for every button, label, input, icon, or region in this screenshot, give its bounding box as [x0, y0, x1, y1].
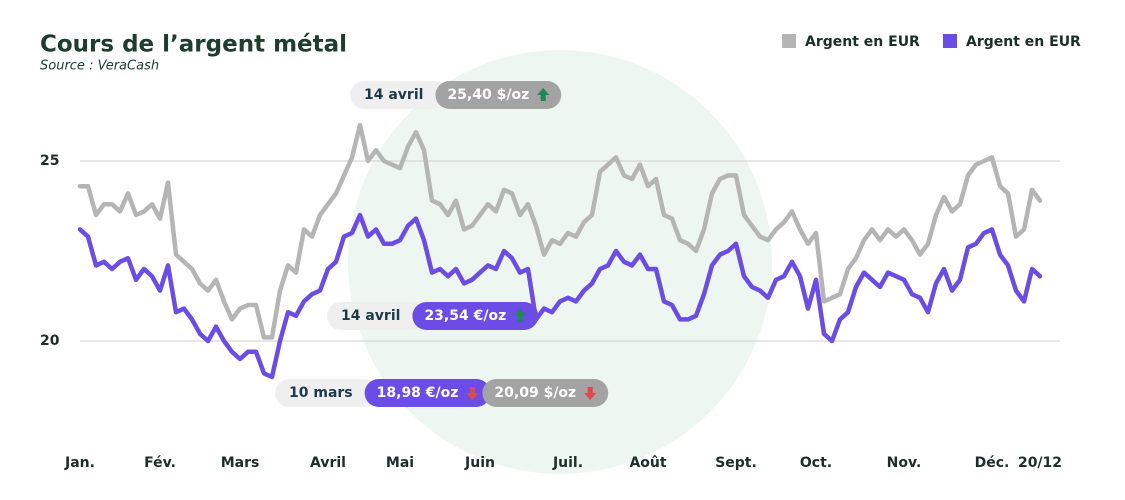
chart-title: Cours de l’argent métal [40, 32, 347, 58]
legend-swatch [943, 34, 957, 48]
y-tick-label: 20 [40, 333, 60, 349]
x-tick-label: Juil. [552, 455, 583, 471]
annotation-value: 20,09 $/oz [494, 385, 576, 401]
x-tick-label: Mai [386, 455, 414, 471]
watermark [348, 50, 772, 474]
annotation-date: 14 avril [341, 308, 400, 324]
annotation-date-pill [327, 302, 427, 330]
x-tick-label: Juin [464, 455, 495, 471]
x-tick-label: Oct. [800, 455, 832, 471]
x-tick-label: Sept. [715, 455, 757, 471]
legend-label: Argent en EUR [966, 34, 1081, 50]
x-tick-label: Août [629, 455, 666, 471]
line-series [77, 122, 1043, 340]
trend-arrow [584, 387, 597, 400]
legend-swatch [782, 34, 796, 48]
annotation-date-pill [350, 81, 450, 109]
annotation-value: 23,54 €/oz [424, 308, 506, 324]
x-tick-label: Avril [310, 455, 346, 471]
line-series [77, 212, 1043, 380]
annotation-value-pill [412, 302, 539, 330]
x-tick-label: Jan. [64, 455, 95, 471]
chart-subtitle: Source : VeraCash [40, 59, 159, 74]
x-tick-label: Fév. [144, 455, 176, 471]
annotation-date-pill [275, 379, 379, 407]
x-tick-label: Déc. [975, 455, 1010, 471]
annotation-value-pill [482, 379, 609, 407]
annotation-value-pill [435, 81, 562, 109]
x-tick-label: Nov. [887, 455, 922, 471]
annotation-value-pill [364, 379, 491, 407]
trend-arrow [514, 309, 527, 322]
annotation-date: 14 avril [364, 87, 423, 103]
legend-label: Argent en EUR [805, 34, 920, 50]
x-tick-label: 20/12 [1018, 455, 1062, 471]
annotation-value: 18,98 €/oz [377, 385, 459, 401]
trend-arrow [537, 88, 550, 101]
annotation-date: 10 mars [289, 385, 353, 401]
annotation-value: 25,40 $/oz [447, 87, 529, 103]
trend-arrow [466, 387, 479, 400]
x-tick-label: Mars [221, 455, 260, 471]
y-tick-label: 25 [40, 153, 59, 169]
